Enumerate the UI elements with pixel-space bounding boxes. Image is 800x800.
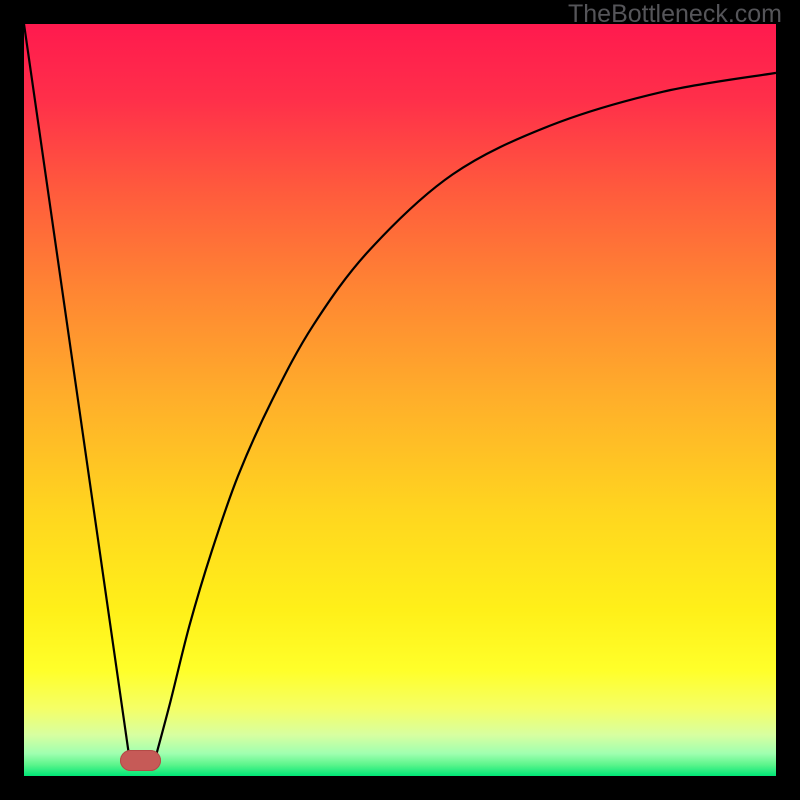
chart-container: TheBottleneck.com: [0, 0, 800, 800]
bottleneck-curve-svg: [24, 24, 776, 776]
optimum-marker: [120, 750, 161, 771]
left-descent-line: [24, 24, 129, 757]
plot-area: [24, 24, 776, 776]
watermark-text: TheBottleneck.com: [568, 0, 782, 29]
right-ascent-curve: [156, 73, 776, 757]
